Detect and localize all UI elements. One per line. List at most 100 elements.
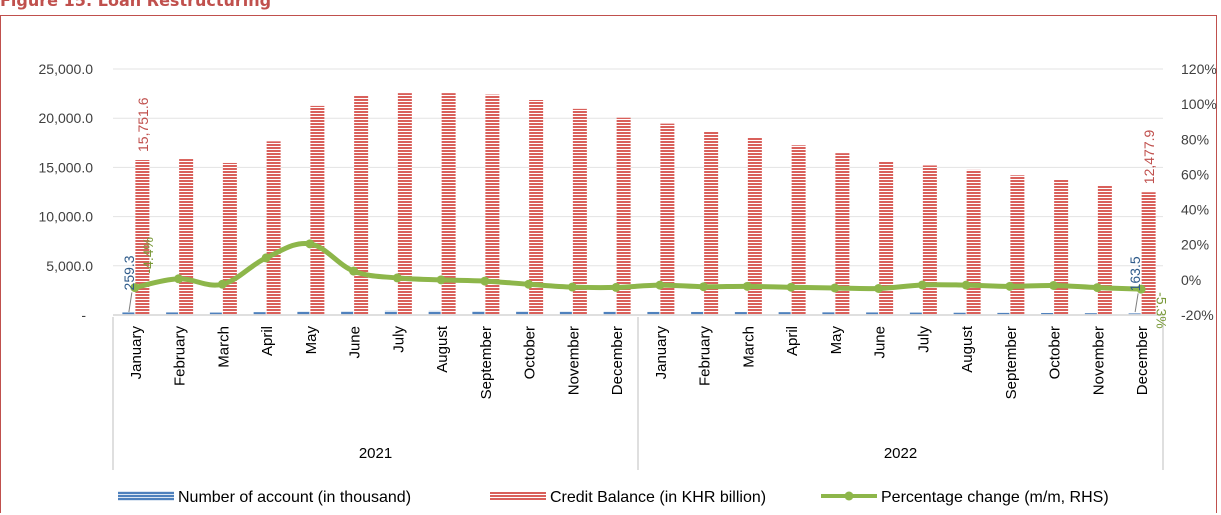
data-label: 259.3	[121, 255, 137, 290]
bar-accounts	[647, 311, 660, 315]
axes: - 5,000.0 10,000.0 15,000.0 20,000.0 25,000.0…	[39, 61, 1217, 470]
x-tick-label-month: September	[478, 326, 495, 399]
legend-swatch-marker	[844, 491, 854, 501]
percentage-line	[130, 239, 1146, 294]
percentage-point	[830, 283, 840, 293]
x-tick-label-month: April	[259, 326, 276, 356]
y-right-tick-label: -20%	[1181, 307, 1214, 323]
bar-accounts	[341, 311, 354, 315]
bar-accounts	[209, 312, 222, 315]
x-tick-label-month: May	[303, 326, 320, 355]
bar-credit-balance	[179, 159, 194, 315]
bar-credit-balance	[879, 161, 894, 315]
bars	[122, 93, 1156, 316]
percentage-point	[1092, 283, 1102, 293]
x-tick-label-month: May	[828, 326, 845, 355]
bar-accounts	[122, 312, 135, 315]
x-tick-label-month: July	[390, 326, 407, 353]
bar-credit-balance	[397, 93, 412, 315]
bar-accounts	[1084, 313, 1097, 315]
percentage-point	[305, 239, 315, 249]
data-label: 12,477.9	[1141, 130, 1157, 185]
percentage-point	[655, 280, 665, 290]
percentage-point	[961, 280, 971, 290]
bar-accounts	[997, 312, 1010, 315]
data-label: 15,751.6	[135, 97, 151, 152]
legend-swatch	[490, 491, 546, 501]
x-tick-label-month: August	[959, 325, 976, 373]
bar-accounts	[953, 312, 966, 315]
bar-accounts	[166, 312, 179, 315]
y-left-tick-label: 25,000.0	[39, 61, 94, 77]
data-label: -4.4%	[140, 237, 156, 274]
percentage-point	[699, 282, 709, 292]
bar-credit-balance	[135, 160, 150, 315]
bar-accounts	[516, 311, 529, 315]
data-label: -5.3%	[1154, 292, 1170, 329]
y-right-tick-label: 20%	[1181, 237, 1209, 253]
bar-accounts	[1041, 312, 1054, 315]
y-right-tick-label: 80%	[1181, 131, 1209, 147]
data-labels: 259.3 163.5 15,751.6 12,477.9 -4.4% -5.3%	[121, 97, 1170, 328]
chart-frame	[0, 15, 1217, 513]
y-right-tick-label: 0%	[1181, 272, 1201, 288]
percentage-point	[1136, 284, 1146, 294]
x-tick-label-month: December	[609, 326, 626, 395]
bar-credit-balance	[354, 95, 369, 316]
bar-credit-balance	[616, 117, 631, 315]
x-tick-label-month: June	[872, 326, 889, 359]
x-tick-label-month: November	[565, 326, 582, 395]
x-group-label-year: 2022	[884, 445, 917, 462]
data-label-leader	[1134, 293, 1139, 313]
x-tick-label-month: August	[434, 325, 451, 373]
y-left-tick-label: 15,000.0	[39, 159, 94, 175]
percentage-point	[174, 274, 184, 284]
bar-accounts	[297, 311, 310, 315]
data-label: 163.5	[1127, 256, 1143, 291]
percentage-point	[874, 283, 884, 293]
bar-credit-balance	[1097, 185, 1112, 315]
bar-accounts	[691, 311, 704, 315]
legend-label: Number of account (in thousand)	[178, 489, 411, 506]
percentage-point	[742, 281, 752, 291]
bar-credit-balance	[266, 141, 281, 315]
y-left-tick-label: 20,000.0	[39, 110, 94, 126]
bar-credit-balance	[1010, 175, 1025, 315]
percentage-point	[392, 273, 402, 283]
x-tick-label-month: December	[1134, 326, 1151, 395]
figure-title: Figure 15: Loan Restructuring	[0, 0, 272, 10]
bar-accounts	[603, 311, 616, 315]
legend-label: Percentage change (m/m, RHS)	[881, 489, 1109, 506]
bar-accounts	[1128, 313, 1141, 315]
y-left-tick-label: 10,000.0	[39, 209, 94, 225]
percentage-point	[567, 282, 577, 292]
percentage-point	[261, 253, 271, 263]
x-group-label-year: 2021	[359, 445, 392, 462]
legend-swatch	[118, 491, 174, 501]
percentage-point	[611, 282, 621, 292]
data-label-leader	[128, 292, 133, 313]
bar-credit-balance	[922, 165, 937, 315]
y-left-tick-label: 5,000.0	[46, 258, 93, 274]
bar-accounts	[253, 312, 266, 315]
percentage-point	[1049, 280, 1059, 290]
bar-credit-balance	[529, 99, 544, 315]
x-tick-label-month: September	[1003, 326, 1020, 399]
percentage-point	[130, 283, 140, 293]
x-tick-label-month: July	[915, 326, 932, 353]
bar-accounts	[734, 312, 747, 315]
bar-credit-balance	[1141, 192, 1156, 315]
percentage-point	[436, 275, 446, 285]
percentage-line-path	[132, 240, 1144, 292]
x-tick-label-month: February	[172, 326, 189, 387]
percentage-point	[480, 276, 490, 286]
y-left-tick-label: -	[81, 307, 86, 323]
x-tick-label-month: March	[215, 326, 232, 368]
bar-credit-balance	[704, 130, 719, 315]
y-right-tick-label: 120%	[1181, 61, 1217, 77]
percentage-point	[1005, 281, 1015, 291]
x-tick-label-month: February	[697, 326, 714, 387]
x-tick-label-month: March	[740, 326, 757, 368]
legend-label: Credit Balance (in KHR billion)	[550, 489, 766, 506]
x-tick-label-month: October	[522, 326, 539, 379]
